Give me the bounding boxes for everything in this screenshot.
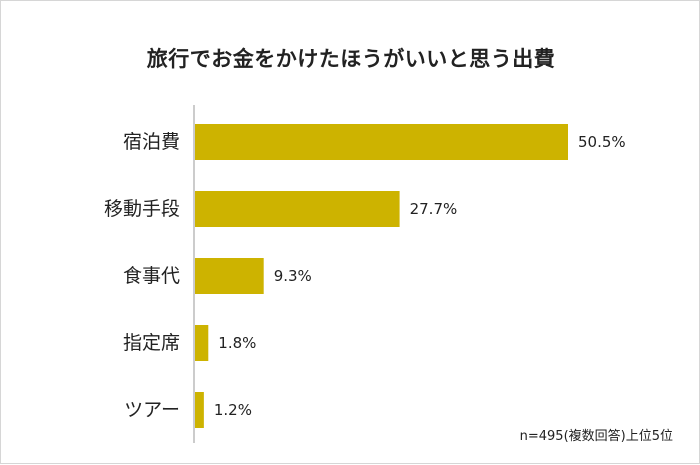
value-label: 1.2% xyxy=(214,401,252,419)
category-label: 食事代 xyxy=(123,265,180,287)
value-label: 1.8% xyxy=(218,334,256,352)
bar xyxy=(195,191,400,227)
bar xyxy=(195,392,204,428)
bar xyxy=(195,124,568,160)
bar xyxy=(195,325,209,361)
chart-title: 旅行でお金をかけたほうがいいと思う出費 xyxy=(146,47,556,71)
value-label: 27.7% xyxy=(410,200,458,218)
category-label: ツアー xyxy=(124,399,180,421)
value-label: 50.5% xyxy=(578,133,626,151)
category-label: 指定席 xyxy=(123,332,180,354)
bar xyxy=(195,258,264,294)
category-label: 宿泊費 xyxy=(123,131,180,153)
chart-footnote: n=495(複数回答)上位5位 xyxy=(519,429,673,444)
value-label: 9.3% xyxy=(274,267,312,285)
category-label: 移動手段 xyxy=(104,198,180,220)
